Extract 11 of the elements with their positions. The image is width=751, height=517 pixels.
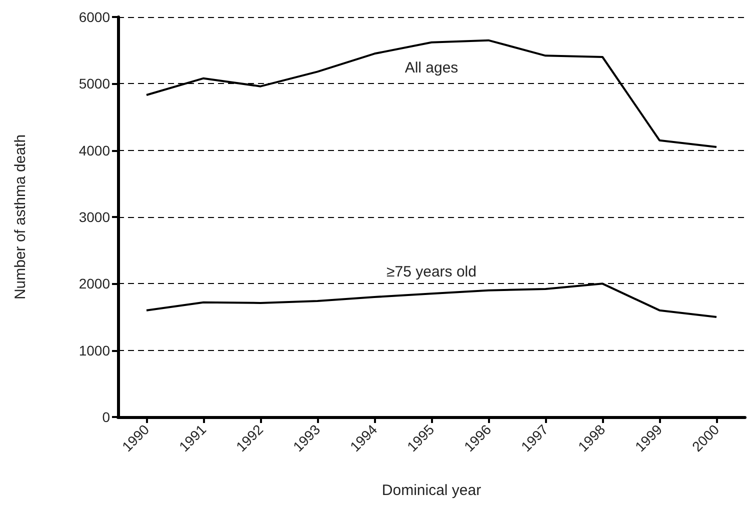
y-tick-label: 3000 <box>78 209 110 225</box>
y-axis-title: Number of asthma death <box>12 134 29 300</box>
x-axis-title: Dominical year <box>382 482 482 499</box>
y-tick-label: 2000 <box>78 276 110 292</box>
series-label: ≥75 years old <box>386 264 476 281</box>
y-tick-label: 1000 <box>78 342 110 358</box>
y-tick-label: 5000 <box>78 76 110 92</box>
series-label: All ages <box>404 59 458 76</box>
y-tick-label: 6000 <box>78 9 110 25</box>
y-tick-label: 0 <box>102 409 110 425</box>
y-tick-label: 4000 <box>78 142 110 158</box>
